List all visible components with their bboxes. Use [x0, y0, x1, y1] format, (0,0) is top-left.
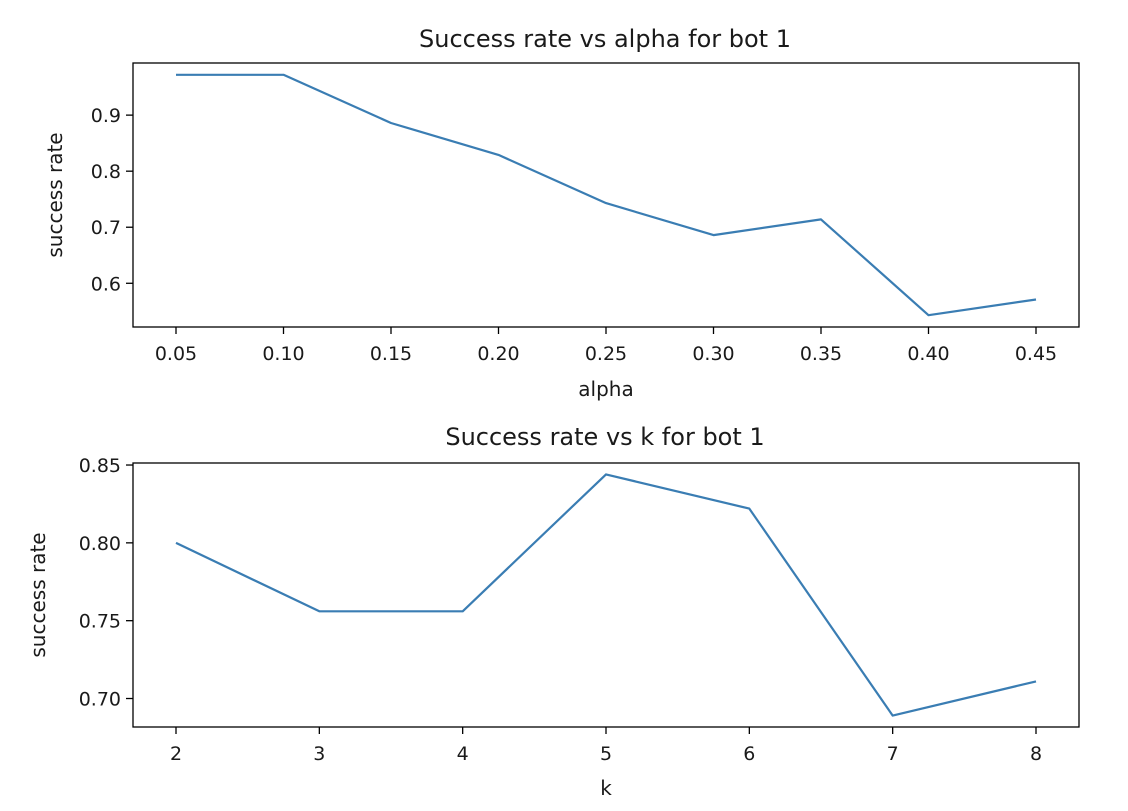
- x-tick-label: 0.40: [907, 343, 949, 365]
- plot-frame: [132, 462, 1080, 728]
- y-tick-label: 0.7: [91, 217, 121, 239]
- x-tick-label: 0.15: [370, 343, 412, 365]
- x-tick-label: 0.25: [585, 343, 627, 365]
- x-axis-label: k: [600, 776, 612, 800]
- x-tick-label: 2: [170, 743, 182, 765]
- x-axis-label: alpha: [578, 377, 633, 401]
- x-tick-label: 3: [313, 743, 325, 765]
- x-tick-label: 0.20: [477, 343, 519, 365]
- series-line: [175, 473, 1037, 717]
- series-line: [176, 73, 1037, 317]
- x-tick-label: 0.10: [262, 343, 304, 365]
- y-tick-label: 0.80: [79, 533, 121, 555]
- chart-alpha: Success rate vs alpha for bot 1 0.05 0.10…: [43, 25, 1080, 401]
- tick-group: 2 3 4 5 6 7 8 0.70 0.75 0.80 0.85: [79, 455, 1042, 765]
- y-tick-label: 0.70: [79, 689, 121, 711]
- x-tick-label: 8: [1030, 743, 1042, 765]
- x-tick-label: 7: [887, 743, 899, 765]
- plot-frame: [132, 62, 1080, 328]
- chart-k: Success rate vs k for bot 1 2 3 4 5 6 7 8 0.70 0…: [26, 423, 1080, 800]
- y-tick-label: 0.6: [91, 273, 121, 295]
- x-tick-label: 5: [600, 743, 612, 765]
- chart-title: Success rate vs k for bot 1: [445, 423, 764, 451]
- tick-group: 0.05 0.10 0.15 0.20 0.25 0.30 0.35 0.40 0.45 0.6 0…: [91, 105, 1057, 365]
- y-tick-label: 0.9: [91, 105, 121, 127]
- x-tick-label: 0.35: [800, 343, 842, 365]
- x-tick-label: 0.45: [1015, 343, 1057, 365]
- y-axis-label: success rate: [26, 532, 50, 657]
- x-tick-label: 0.30: [692, 343, 734, 365]
- y-tick-label: 0.8: [91, 161, 121, 183]
- x-tick-label: 0.05: [155, 343, 197, 365]
- y-tick-label: 0.85: [79, 455, 121, 477]
- chart-title: Success rate vs alpha for bot 1: [419, 25, 791, 53]
- y-tick-label: 0.75: [79, 611, 121, 633]
- x-tick-label: 4: [457, 743, 469, 765]
- y-axis-label: success rate: [43, 132, 67, 257]
- x-tick-label: 6: [743, 743, 755, 765]
